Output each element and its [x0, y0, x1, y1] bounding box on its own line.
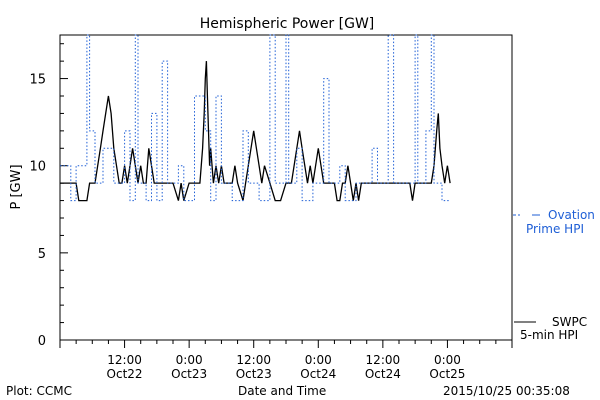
x-tick-time: 12:00 — [236, 353, 271, 367]
x-tick-time: 0:00 — [176, 353, 203, 367]
legend-ovation-label-2: Prime HPI — [526, 222, 584, 236]
x-tick-date: Oct24 — [300, 367, 336, 381]
x-tick-date: Oct24 — [365, 367, 401, 381]
x-tick-time: 0:00 — [434, 353, 461, 367]
x-tick-time: 12:00 — [366, 353, 401, 367]
x-tick-time: 0:00 — [305, 353, 332, 367]
x-axis-label: Date and Time — [238, 384, 327, 398]
series-line-ovation — [60, 34, 451, 202]
y-tick-label: 15 — [29, 73, 46, 88]
x-tick-date: Oct22 — [107, 367, 143, 381]
chart-title: Hemispheric Power [GW] — [200, 16, 375, 32]
series-line-swpc — [60, 61, 451, 202]
series-group — [60, 34, 451, 202]
footer-left: Plot: CCMC — [6, 384, 72, 398]
legend-ovation-label: Ovation — [548, 208, 595, 222]
x-axis: 12:00Oct220:00Oct2312:00Oct230:00Oct2412… — [59, 340, 513, 381]
y-axis-label: P [GW] — [9, 164, 24, 209]
x-tick-time: 12:00 — [107, 353, 142, 367]
y-axis: 0 5 10 15 — [29, 43, 68, 349]
y-tick-label: 5 — [38, 247, 46, 262]
x-tick-date: Oct23 — [236, 367, 272, 381]
footer-timestamp: 2015/10/25 00:35:08 — [443, 384, 570, 398]
y-tick-label: 10 — [29, 160, 46, 175]
x-tick-date: Oct23 — [171, 367, 207, 381]
y-tick-label: 0 — [38, 334, 46, 349]
legend-swpc-label: SWPC — [552, 315, 587, 329]
x-tick-date: Oct25 — [429, 367, 465, 381]
legend-swpc-label-2: 5-min HPI — [520, 328, 578, 342]
